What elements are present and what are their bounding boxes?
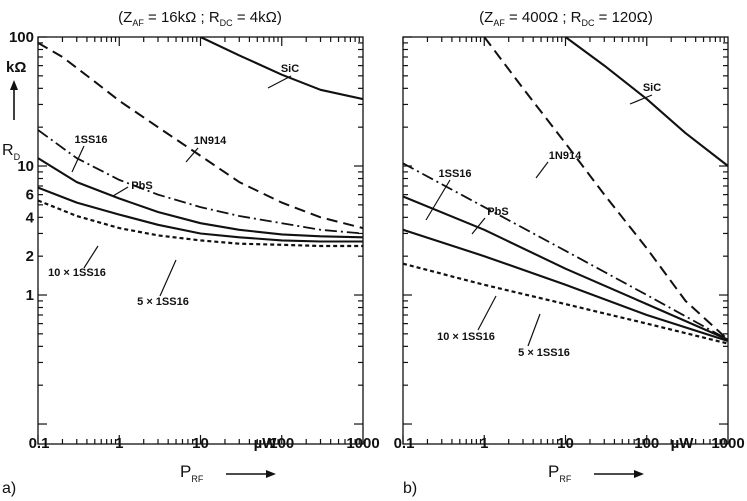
series-label: SiC <box>643 82 661 94</box>
series-label-leader <box>83 245 99 269</box>
series-label-leader <box>629 94 653 105</box>
series-label: 1SS16 <box>74 134 107 146</box>
series-a <box>38 37 363 248</box>
series-line-3 <box>38 157 363 239</box>
series-line-1 <box>483 37 728 341</box>
panel-a-label: a) <box>2 480 16 497</box>
y-axis-label: RD <box>2 142 21 162</box>
panel-a: (ZAF = 16kΩ ; RDC = 4kΩ) 1 2 4 6 10 100 0.1 1 10… <box>2 9 380 497</box>
series-label: SiC <box>281 63 299 75</box>
y-tick-label: 10 <box>17 158 34 175</box>
series-line-3 <box>403 195 728 341</box>
series-label: PbS <box>487 206 508 218</box>
x-axis-arrow-a <box>226 470 276 478</box>
series-label: 5 × 1SS16 <box>137 296 189 308</box>
y-tick-label: 100 <box>9 29 34 46</box>
axis-ticks-b: 0.1 1 10 100 1000 <box>394 36 745 452</box>
series-label: 10 × 1SS16 <box>437 331 495 343</box>
panel-a-title: (ZAF = 16kΩ ; RDC = 4kΩ) <box>118 9 282 28</box>
series-b <box>403 37 728 345</box>
x-tick-label: 0.1 <box>29 435 50 452</box>
series-label: 1SS16 <box>438 168 471 180</box>
panel-b: (ZAF = 400Ω ; RDC = 120Ω) 0.1 1 10 100 1000 … <box>394 9 745 497</box>
series-label-leader <box>535 161 549 179</box>
series-label: 10 × 1SS16 <box>48 267 106 279</box>
series-line-4 <box>403 228 728 342</box>
series-label: 1N914 <box>549 150 582 162</box>
x-tick-label: 0.1 <box>394 435 415 452</box>
series-label-leader <box>267 75 292 89</box>
x-tick-label: 1 <box>115 435 123 452</box>
series-labels: SiC 1N914 PbS 1SS16 5 × 1SS16 10 × 1SS16 SiC 1N… <box>48 63 661 359</box>
series-label-leader <box>471 217 486 235</box>
x-unit-label-b: µW <box>671 435 695 452</box>
x-axis-arrow-b <box>594 470 644 478</box>
y-tick-label: 2 <box>26 248 34 265</box>
x-axis-label-a: PRF <box>180 462 204 484</box>
y-tick-label: 4 <box>26 209 35 226</box>
series-line-5 <box>38 199 363 248</box>
y-unit-label: kΩ <box>6 59 26 76</box>
x-unit-label-a: µW <box>254 435 278 452</box>
series-label: 1N914 <box>194 135 227 147</box>
series-label-leader <box>112 186 129 197</box>
panel-b-label: b) <box>403 480 417 497</box>
x-tick-label: 100 <box>269 435 294 452</box>
series-label: 5 × 1SS16 <box>518 347 570 359</box>
series-label-leader <box>185 147 199 163</box>
x-tick-label: 10 <box>192 435 209 452</box>
series-label-leader <box>425 179 451 221</box>
x-tick-label: 1000 <box>346 435 379 452</box>
y-axis-arrow <box>10 80 18 120</box>
series-line-0 <box>564 37 728 167</box>
series-line-4 <box>38 186 363 243</box>
x-tick-label: 1000 <box>711 435 744 452</box>
series-label-leader <box>159 259 177 297</box>
series-label-leader <box>527 313 541 347</box>
x-tick-label: 1 <box>480 435 488 452</box>
panel-b-title: (ZAF = 400Ω ; RDC = 120Ω) <box>479 9 653 28</box>
x-tick-label: 10 <box>557 435 574 452</box>
series-line-2 <box>38 129 363 235</box>
x-axis-label-b: PRF <box>548 462 572 484</box>
y-tick-label: 6 <box>26 187 34 204</box>
series-label-leader <box>71 145 85 173</box>
series-label-leader <box>477 295 497 331</box>
plot-frame-b <box>402 36 729 445</box>
series-line-2 <box>403 162 728 341</box>
y-tick-label: 1 <box>26 287 34 304</box>
series-line-1 <box>38 42 363 230</box>
series-label: PbS <box>131 180 152 192</box>
x-tick-label: 100 <box>634 435 659 452</box>
axis-ticks-a: 1 2 4 6 10 100 0.1 1 10 100 1000 <box>9 29 380 452</box>
series-line-0 <box>200 37 363 101</box>
